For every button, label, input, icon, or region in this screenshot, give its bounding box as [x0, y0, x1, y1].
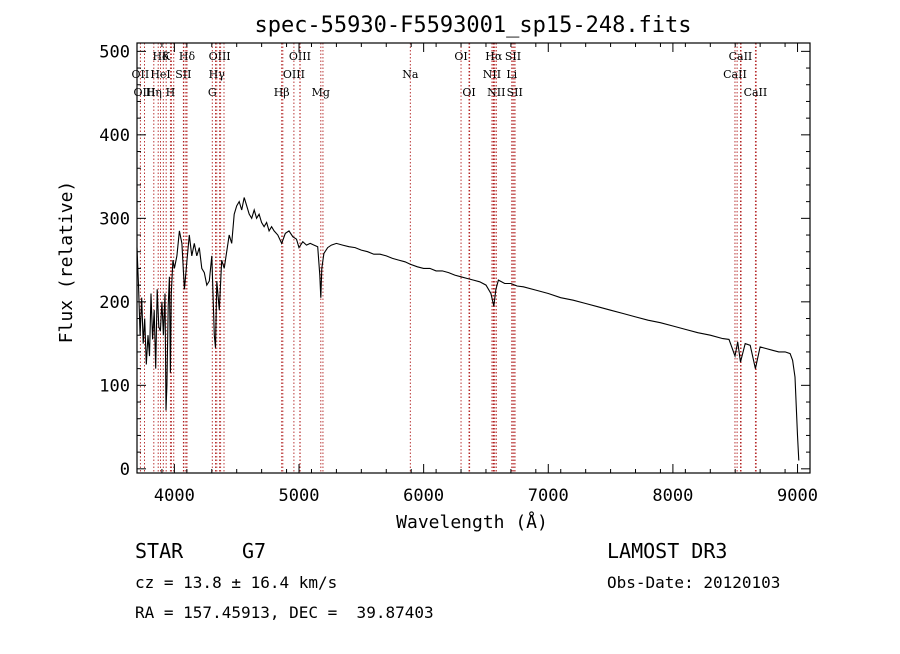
- x-tick-label-9000: 9000: [777, 486, 818, 506]
- line-label-0: Hδ: [152, 50, 169, 63]
- line-label-22: Hβ: [274, 86, 290, 99]
- line-label-5: OI: [454, 50, 467, 63]
- spectrum-series-flux: [136, 197, 800, 461]
- y-axis-label: Flux (relative): [56, 181, 77, 344]
- line-label-11: SII: [175, 68, 191, 81]
- observation-date: Obs-Date: 20120103: [607, 573, 781, 592]
- line-label-16: Li: [506, 68, 517, 81]
- survey-name: LAMOST DR3: [607, 539, 728, 563]
- x-axis-label: Wavelength (Å): [396, 511, 548, 533]
- y-tick-label-0: 0: [120, 460, 130, 480]
- line-label-2: Hδ: [179, 50, 196, 63]
- line-label-21: G: [208, 86, 217, 99]
- line-label-12: Hγ: [209, 68, 226, 81]
- x-tick-label-6000: 6000: [403, 486, 444, 506]
- line-label-7: SII: [505, 50, 521, 63]
- line-label-10: HeI: [150, 68, 170, 81]
- x-tick-label-8000: 8000: [652, 486, 693, 506]
- y-tick-label-500: 500: [99, 42, 130, 62]
- line-label-17: CaII: [723, 68, 747, 81]
- line-label-18: OIII: [133, 86, 155, 99]
- line-label-1: K: [162, 50, 171, 63]
- line-label-25: NII: [487, 86, 505, 99]
- spectral-subclass: G7: [242, 539, 267, 563]
- x-tick-label-5000: 5000: [279, 486, 320, 506]
- line-label-4: OIII: [289, 50, 311, 63]
- y-tick-label-200: 200: [99, 293, 130, 313]
- line-label-24: OI: [462, 86, 475, 99]
- y-tick-label-100: 100: [99, 376, 130, 396]
- line-label-27: CaII: [744, 86, 768, 99]
- y-tick-label-400: 400: [99, 126, 130, 146]
- plot-frame: [136, 42, 811, 474]
- object-type: STAR: [135, 539, 184, 563]
- line-label-23: Mg: [312, 86, 330, 99]
- line-label-3: OIII: [209, 50, 231, 63]
- x-tick-label-7000: 7000: [528, 486, 569, 506]
- line-label-14: Na: [402, 68, 419, 81]
- line-label-9: OII: [132, 68, 150, 81]
- y-axis: 0 100 200 300 400 500: [99, 42, 810, 480]
- line-label-6: Hα: [485, 50, 503, 63]
- x-tick-label-4000: 4000: [154, 486, 195, 506]
- y-tick-label-300: 300: [99, 209, 130, 229]
- line-label-20: H: [166, 86, 176, 99]
- line-label-19: Hη: [146, 86, 162, 99]
- line-label-13: OIII: [283, 68, 305, 81]
- redshift-readout: cz = 13.8 ± 16.4 km/s: [135, 573, 338, 592]
- line-label-8: CaII: [729, 50, 753, 63]
- coordinates-readout: RA = 157.45913, DEC = 39.87403: [135, 603, 434, 622]
- chart-title: spec-55930-F5593001_sp15-248.fits: [254, 13, 691, 38]
- x-axis: 4000 5000 6000 7000 8000 9000: [136, 43, 818, 506]
- spectral-line-markers: [139, 43, 757, 473]
- line-label-26: SII: [507, 86, 523, 99]
- line-label-15: NII: [483, 68, 501, 81]
